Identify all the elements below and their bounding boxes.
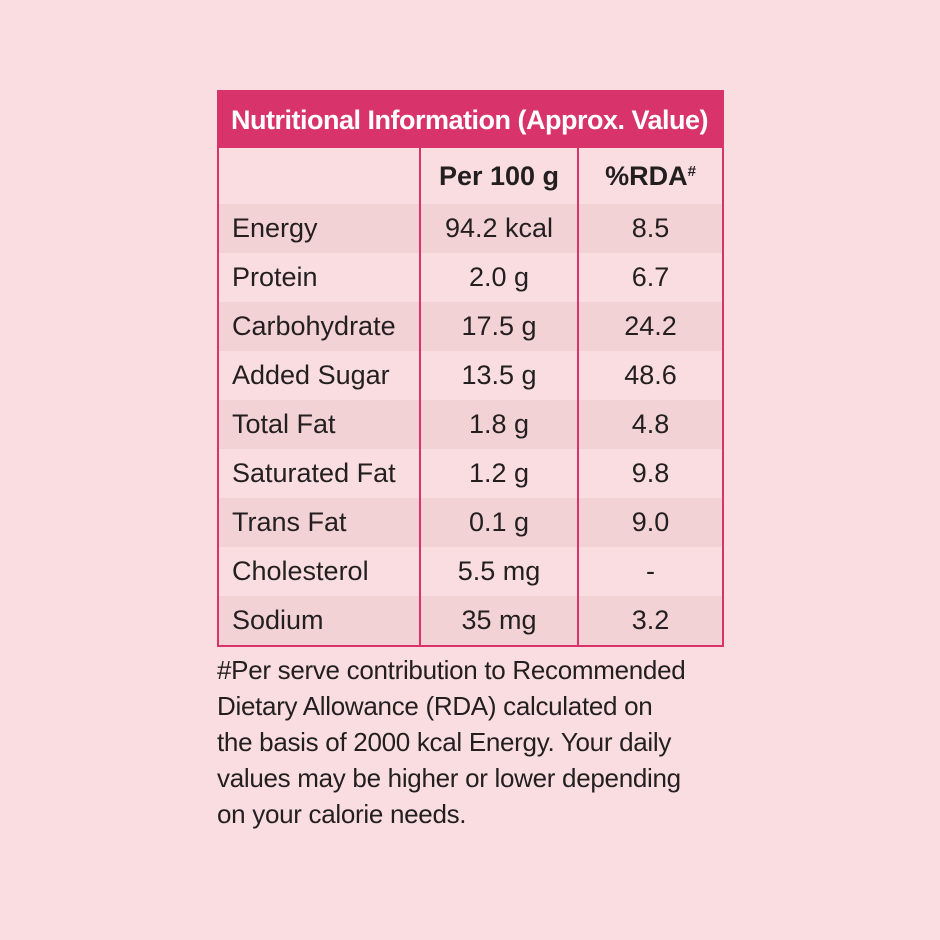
header-row: Per 100 g %RDA# xyxy=(219,148,722,204)
table-row: Protein 2.0 g 6.7 xyxy=(219,253,722,302)
nutrient-name: Energy xyxy=(219,204,420,253)
nutrient-name: Protein xyxy=(232,262,318,292)
per-100g-value: 13.5 g xyxy=(419,351,578,400)
nutrient-name: Trans Fat xyxy=(219,498,420,547)
rda-value: 6.7 xyxy=(577,253,722,302)
per-100g-value: 5.5 mg xyxy=(419,547,578,596)
header-per-100g: Per 100 g xyxy=(419,148,578,204)
nutrient-name: Total Fat xyxy=(219,400,420,449)
rda-value: 24.2 xyxy=(577,302,722,351)
nutrient-name: Cholesterol xyxy=(232,556,369,586)
table-title: Nutritional Information (Approx. Value) xyxy=(219,92,722,148)
rda-value: - xyxy=(577,547,722,596)
nutrient-name: Carbohydrate xyxy=(219,302,420,351)
per-100g-value: 94.2 kcal xyxy=(419,204,578,253)
table-row: Energy 94.2 kcal 8.5 xyxy=(219,204,722,253)
nutrition-table-panel: Nutritional Information (Approx. Value) … xyxy=(217,90,724,647)
rda-value: 8.5 xyxy=(577,204,722,253)
per-100g-value: 2.0 g xyxy=(419,253,578,302)
table-row: Total Fat 1.8 g 4.8 xyxy=(219,400,722,449)
header-rda-label: %RDA xyxy=(605,160,688,191)
per-100g-value: 1.8 g xyxy=(419,400,578,449)
nutrition-table: Per 100 g %RDA# Energy 94.2 kcal 8.5 Pro… xyxy=(219,148,722,645)
rda-value: 4.8 xyxy=(577,400,722,449)
nutrient-name: Sodium xyxy=(219,596,420,645)
per-100g-value: 1.2 g xyxy=(419,449,578,498)
rda-value: 48.6 xyxy=(577,351,722,400)
footnote-line: the basis of 2000 kcal Energy. Your dail… xyxy=(217,727,672,757)
header-rda: %RDA# xyxy=(577,148,722,204)
header-nutrient xyxy=(219,148,420,204)
nutrient-name: Added Sugar xyxy=(232,360,390,390)
rda-value: 9.0 xyxy=(577,498,722,547)
nutrient-name: Saturated Fat xyxy=(232,458,396,488)
rda-value: 3.2 xyxy=(577,596,722,645)
per-100g-value: 35 mg xyxy=(419,596,578,645)
table-row: Saturated Fat 1.2 g 9.8 xyxy=(219,449,722,498)
footnote-line: values may be higher or lower depending xyxy=(217,763,681,793)
per-100g-value: 0.1 g xyxy=(419,498,578,547)
header-rda-marker: # xyxy=(687,162,696,180)
table-row: Added Sugar 13.5 g 48.6 xyxy=(219,351,722,400)
table-row: Carbohydrate 17.5 g 24.2 xyxy=(219,302,722,351)
footnote-line: on your calorie needs. xyxy=(217,799,467,829)
table-row: Trans Fat 0.1 g 9.0 xyxy=(219,498,722,547)
table-row: Cholesterol 5.5 mg - xyxy=(219,547,722,596)
footnote-line: #Per serve contribution to Recommended xyxy=(217,655,686,685)
per-100g-value: 17.5 g xyxy=(419,302,578,351)
rda-value: 9.8 xyxy=(577,449,722,498)
footnote-line: Dietary Allowance (RDA) calculated on xyxy=(217,691,653,721)
table-row: Sodium 35 mg 3.2 xyxy=(219,596,722,645)
rda-footnote: #Per serve contribution to Recommended D… xyxy=(217,652,737,832)
